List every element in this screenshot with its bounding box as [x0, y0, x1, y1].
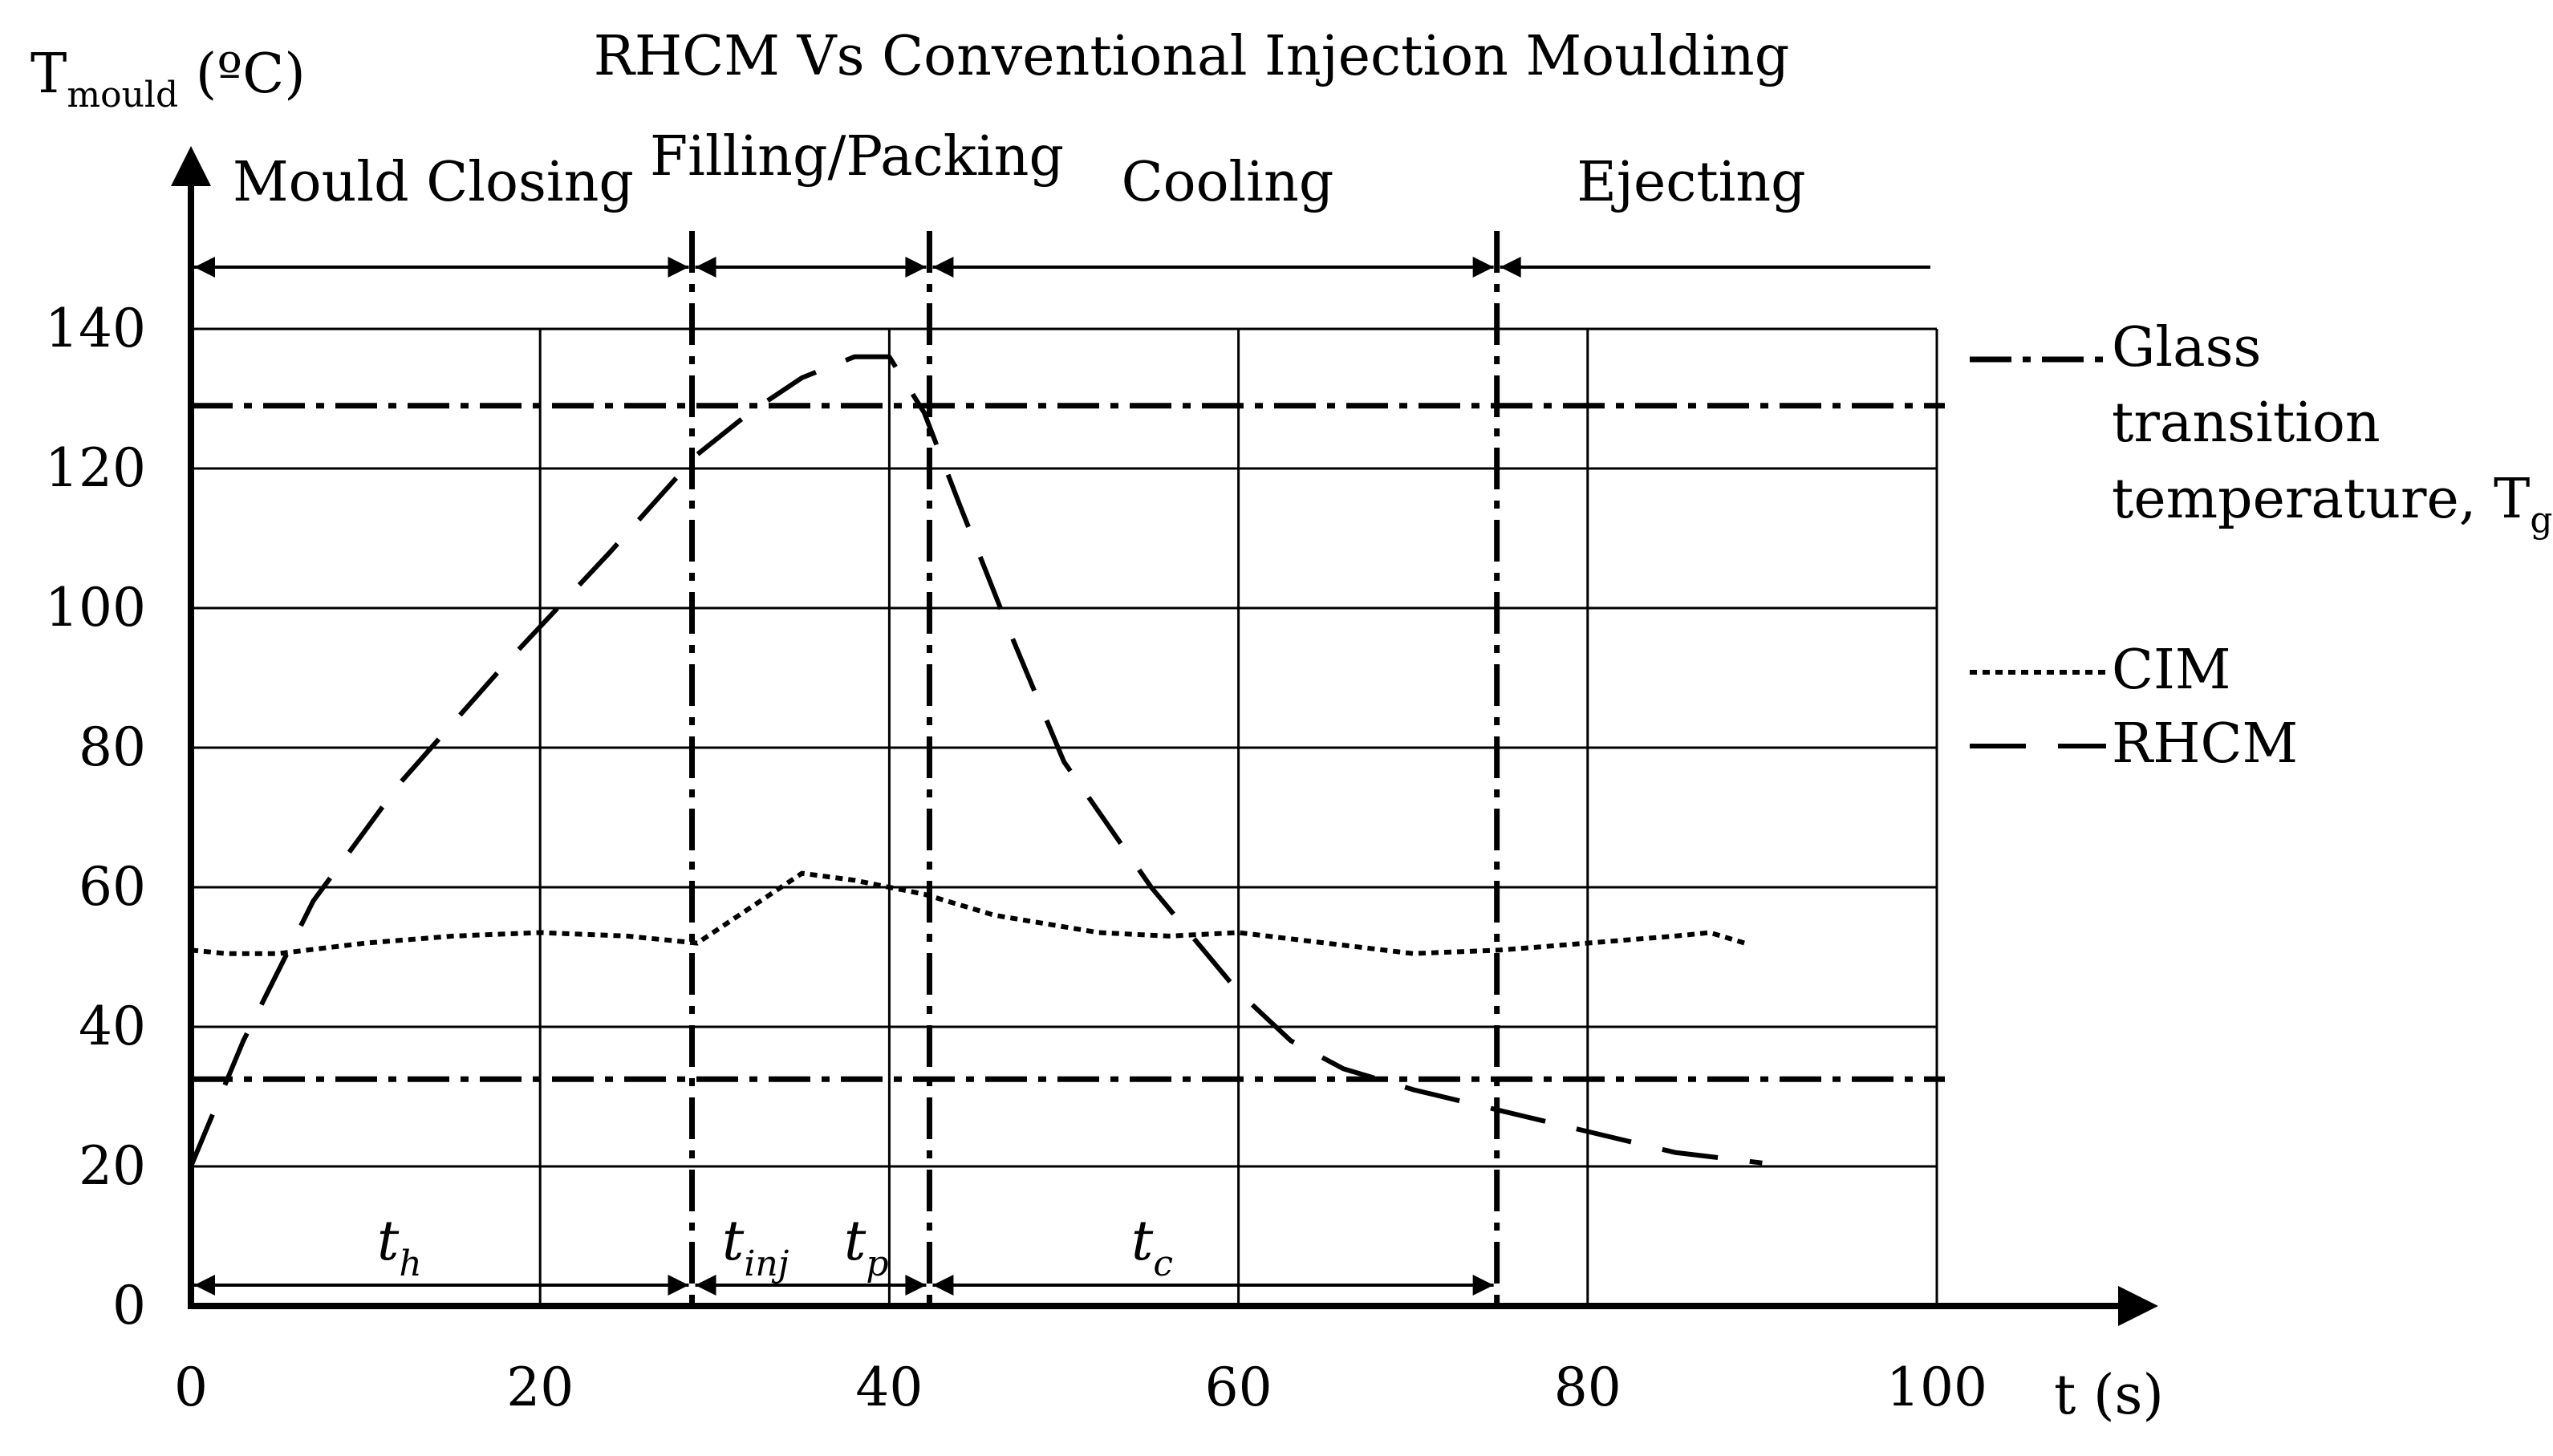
x-tick-label-100: 100	[1886, 1357, 1987, 1418]
x-tick-label-40: 40	[855, 1357, 923, 1418]
y-tick-label-100: 100	[45, 577, 146, 639]
y-axis-label-unit: (ºC)	[178, 43, 306, 106]
y-tick-label-60: 60	[79, 856, 146, 918]
legend-label-glass: Glass	[2112, 316, 2261, 379]
y-tick-label-20: 20	[79, 1135, 146, 1197]
x-tick-label-80: 80	[1554, 1357, 1622, 1418]
x-axis-label: t (s)	[2054, 1364, 2164, 1427]
x-tick-label-60: 60	[1205, 1357, 1272, 1418]
x-axis-arrow	[2118, 1286, 2158, 1326]
y-tick-label-140: 140	[45, 298, 146, 359]
series-line-cim	[190, 870, 1746, 956]
legend: Glass transition temperature, Tg CIM RHC…	[1970, 316, 2553, 776]
phase-label-cooling: Cooling	[1122, 151, 1334, 214]
y-tick-label-40: 40	[79, 996, 146, 1057]
y-tick-label-120: 120	[45, 437, 146, 499]
y-axis-label: Tmould (ºC)	[30, 43, 306, 116]
phase-label-filling-packing: Filling/Packing	[650, 125, 1064, 189]
x-tick-label-20: 20	[506, 1357, 574, 1418]
y-tick-label-80: 80	[79, 716, 146, 778]
series-line-rhcm	[189, 354, 1763, 1168]
span-label-tc: tc	[1131, 1210, 1173, 1284]
y-tick-label-0: 0	[112, 1275, 146, 1336]
span-label-tinj: tinj	[722, 1210, 789, 1284]
legend-label-transition: transition	[2112, 391, 2380, 455]
legend-label-rhcm: RHCM	[2112, 712, 2298, 776]
plot-area: 0 20 40 60 80 100 0 20 40 60 80 100 120 140	[45, 146, 2158, 1418]
phase-label-ejecting: Ejecting	[1577, 151, 1805, 214]
y-axis-label-sub: mould	[67, 75, 178, 116]
span-label-th: th	[377, 1210, 422, 1284]
chart-title: RHCM Vs Conventional Injection Moulding	[594, 25, 1790, 88]
legend-label-cim: CIM	[2112, 639, 2231, 702]
phase-label-mould-closing: Mould Closing	[233, 151, 634, 214]
x-tick-label-0: 0	[174, 1357, 208, 1418]
y-axis-label-main: T	[30, 43, 67, 106]
span-label-tp: tp	[844, 1210, 889, 1284]
legend-label-temperature: temperature, Tg	[2112, 468, 2553, 541]
y-axis-arrow	[171, 146, 211, 186]
